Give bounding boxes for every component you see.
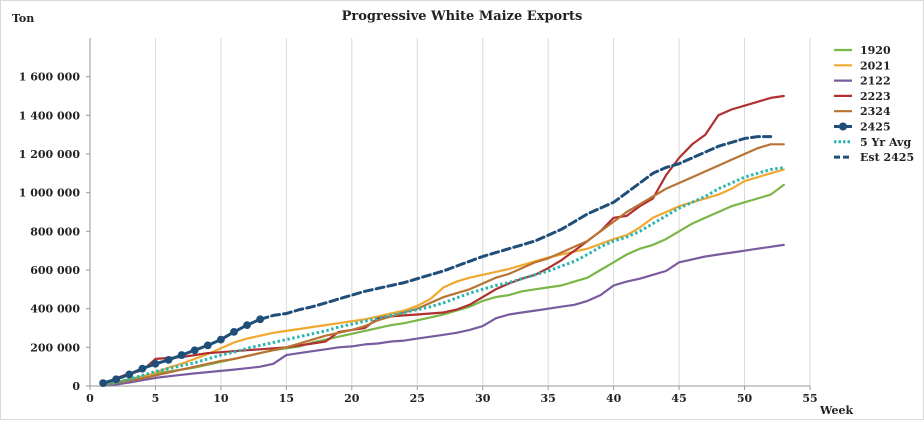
legend-label-1920: 1920 bbox=[860, 44, 891, 57]
series-2425 bbox=[99, 315, 265, 388]
x-tick-label: 0 bbox=[86, 392, 94, 405]
legend-item-2324: 2324 bbox=[834, 105, 891, 118]
legend-item-2223: 2223 bbox=[834, 90, 891, 103]
series-2324 bbox=[102, 143, 785, 387]
x-tick-label: 15 bbox=[279, 392, 294, 405]
legend-item-2425: 2425 bbox=[834, 121, 891, 134]
y-tick-label: 1 600 000 bbox=[19, 71, 81, 84]
data-point-2425 bbox=[243, 321, 251, 330]
data-point-2425 bbox=[151, 359, 160, 368]
data-point-2425 bbox=[190, 346, 199, 355]
series-line-est-2425 bbox=[258, 135, 773, 321]
x-tick-label: 55 bbox=[802, 392, 817, 405]
x-tick-label: 30 bbox=[475, 392, 491, 405]
legend-label-2324: 2324 bbox=[860, 105, 891, 118]
series-line-5-yr-avg bbox=[102, 166, 785, 387]
series-line-2122 bbox=[102, 243, 785, 387]
legend-label-est-2425: Est 2425 bbox=[860, 151, 914, 164]
legend-label-2021: 2021 bbox=[860, 59, 891, 72]
x-tick-label: 20 bbox=[344, 392, 360, 405]
y-tick-label: 1 400 000 bbox=[19, 109, 81, 122]
legend-item-5-yr-avg: 5 Yr Avg bbox=[834, 136, 911, 149]
x-tick-label: 50 bbox=[737, 392, 753, 405]
legend-label-2425: 2425 bbox=[860, 121, 891, 134]
data-point-2425 bbox=[217, 335, 225, 344]
data-point-2425 bbox=[99, 379, 107, 388]
y-tick-label: 0 bbox=[72, 380, 80, 393]
data-point-2425 bbox=[203, 341, 212, 350]
data-point-2425 bbox=[125, 370, 134, 379]
legend-label-5-yr-avg: 5 Yr Avg bbox=[860, 136, 911, 149]
data-point-2425 bbox=[164, 356, 173, 364]
chart-title: Progressive White Maize Exports bbox=[342, 9, 583, 24]
data-point-2425 bbox=[230, 327, 238, 336]
y-tick-label: 600 000 bbox=[30, 264, 80, 277]
legend-label-2223: 2223 bbox=[860, 90, 891, 103]
x-tick-label: 35 bbox=[541, 392, 556, 405]
series-line-2324 bbox=[102, 143, 785, 387]
legend: 1920 2021 2122 2223 2324 2425 5 Yr Avg Est 2425 bbox=[834, 44, 914, 164]
grid bbox=[154, 38, 811, 386]
series-2122 bbox=[102, 243, 785, 387]
series-line-2223 bbox=[102, 94, 785, 387]
y-tick-label: 1 000 000 bbox=[19, 187, 81, 200]
y-tick-label: 400 000 bbox=[30, 303, 80, 316]
series-line-2021 bbox=[102, 168, 785, 387]
x-axis-label: Week bbox=[819, 404, 853, 417]
series-2223 bbox=[102, 94, 785, 387]
x-tick-label: 10 bbox=[213, 392, 229, 405]
y-tick-label: 200 000 bbox=[30, 341, 80, 354]
series-est-2425 bbox=[258, 135, 773, 321]
y-tick-label: 800 000 bbox=[30, 225, 80, 238]
y-tick-label: 1 200 000 bbox=[19, 148, 81, 161]
y-axis-label: Ton bbox=[12, 12, 34, 25]
legend-item-1920: 1920 bbox=[834, 44, 891, 57]
legend-item-est-2425: Est 2425 bbox=[834, 151, 914, 164]
axes: 0 200 000 400 000 600 000 800 000 1 000 000 1 … bbox=[19, 38, 818, 405]
data-point-2425 bbox=[112, 375, 121, 384]
data-point-2425 bbox=[138, 364, 147, 373]
x-tick-label: 25 bbox=[410, 392, 425, 405]
data-point-2425 bbox=[256, 315, 265, 324]
legend-label-2122: 2122 bbox=[860, 75, 891, 88]
x-tick-label: 45 bbox=[671, 392, 686, 405]
x-tick-label: 40 bbox=[606, 392, 622, 405]
series-2021 bbox=[102, 168, 785, 387]
legend-marker-2425 bbox=[839, 122, 847, 131]
legend-item-2021: 2021 bbox=[834, 59, 891, 72]
x-tick-label: 5 bbox=[152, 392, 160, 405]
series-5-yr-avg bbox=[102, 166, 785, 387]
data-point-2425 bbox=[177, 351, 186, 359]
series-lines bbox=[99, 94, 785, 388]
legend-item-2122: 2122 bbox=[834, 75, 891, 88]
